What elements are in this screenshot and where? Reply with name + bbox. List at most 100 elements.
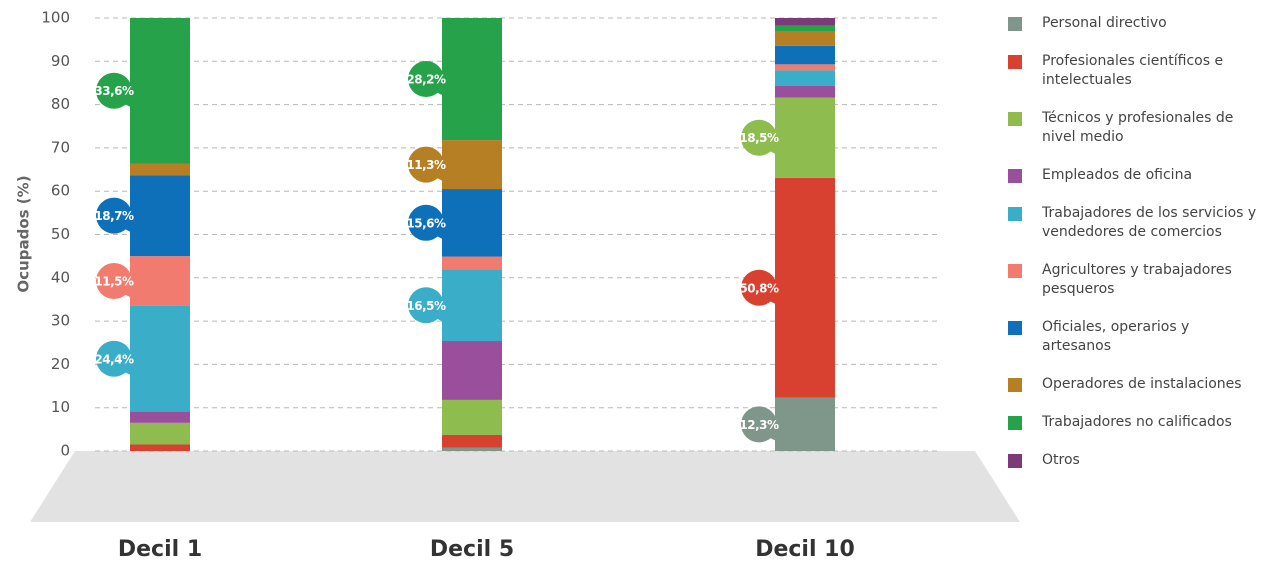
value-bubble-tail <box>122 221 134 234</box>
category-label: Decil 1 <box>118 537 202 562</box>
value-label: 12,3% <box>739 418 779 432</box>
bar-segment <box>130 163 190 176</box>
legend-swatch <box>1008 454 1022 468</box>
value-label: 24,4% <box>94 352 134 366</box>
bar-segment <box>775 25 835 31</box>
bar-segment <box>775 97 835 178</box>
legend: Personal directivo Profesionales científi… <box>1008 14 1258 489</box>
value-bubble-tail <box>767 143 779 156</box>
legend-item: Oficiales, operarios y artesanos <box>1008 318 1258 375</box>
value-label: 18,7% <box>94 209 134 223</box>
legend-item: Trabajadores de los servicios y vendedor… <box>1008 204 1258 261</box>
legend-swatch <box>1008 378 1022 392</box>
legend-item: Otros <box>1008 451 1258 489</box>
legend-swatch <box>1008 17 1022 31</box>
bar-segment <box>775 397 835 451</box>
bar-segment <box>442 447 502 451</box>
bar-segment <box>130 444 190 451</box>
legend-item: Técnicos y profesionales de nivel medio <box>1008 109 1258 166</box>
bar-segment <box>775 85 835 98</box>
y-tick-label: 0 <box>60 442 70 460</box>
category-label: Decil 5 <box>430 537 514 562</box>
value-label: 33,6% <box>94 84 134 98</box>
value-bubble <box>96 340 132 377</box>
bar-segment <box>775 70 835 86</box>
legend-swatch <box>1008 207 1022 221</box>
legend-swatch <box>1008 55 1022 69</box>
bar-segment <box>442 18 502 141</box>
value-label: 16,5% <box>406 299 446 313</box>
legend-label: Operadores de instalaciones <box>1042 376 1242 392</box>
bar-segment <box>130 411 190 423</box>
value-bubble-tail <box>122 364 134 377</box>
value-bubble <box>96 263 132 300</box>
value-bubble-tail <box>767 430 779 443</box>
bar-segment <box>775 45 835 65</box>
value-label: 18,5% <box>739 131 779 145</box>
value-bubble-tail <box>434 311 446 324</box>
legend-label: Oficiales, operarios y artesanos <box>1042 319 1190 354</box>
value-bubble <box>408 204 444 241</box>
value-bubble <box>408 146 444 183</box>
legend-item: Empleados de oficina <box>1008 166 1258 204</box>
legend-label: Trabajadores no calificados <box>1042 414 1232 430</box>
value-label: 28,2% <box>406 73 446 87</box>
legend-label: Profesionales científicos e intelectuale… <box>1042 53 1224 88</box>
y-tick-label: 80 <box>51 95 70 113</box>
legend-swatch <box>1008 321 1022 335</box>
bar-segment <box>775 177 835 398</box>
legend-item: Personal directivo <box>1008 14 1258 52</box>
y-tick-label: 90 <box>51 52 70 70</box>
bar-segment <box>130 305 190 412</box>
legend-swatch <box>1008 264 1022 278</box>
bar-segment <box>775 64 835 71</box>
legend-label: Personal directivo <box>1042 15 1167 31</box>
value-bubble <box>96 72 132 109</box>
legend-item: Trabajadores no calificados <box>1008 413 1258 451</box>
bar-segment <box>130 175 190 257</box>
y-tick-label: 70 <box>51 138 70 156</box>
bar-segment <box>130 422 190 445</box>
legend-swatch <box>1008 112 1022 126</box>
value-bubble-tail <box>434 170 446 183</box>
category-label: Decil 10 <box>755 537 855 562</box>
legend-label: Trabajadores de los servicios y vendedor… <box>1042 205 1257 240</box>
legend-item: Operadores de instalaciones <box>1008 375 1258 413</box>
bar-segment <box>775 18 835 26</box>
value-bubble-tail <box>767 293 779 306</box>
value-bubble <box>741 406 777 443</box>
bar-segment <box>130 18 190 164</box>
y-axis-title: Ocupados (%) <box>15 175 33 292</box>
y-tick-label: 60 <box>51 182 70 200</box>
value-bubble <box>741 269 777 306</box>
value-bubble <box>408 287 444 324</box>
legend-item: Profesionales científicos e intelectuale… <box>1008 52 1258 109</box>
value-bubble-tail <box>434 85 446 98</box>
legend-swatch <box>1008 416 1022 430</box>
value-bubble <box>96 197 132 234</box>
y-tick-label: 50 <box>51 225 70 243</box>
bar-segment <box>442 256 502 270</box>
y-tick-label: 30 <box>51 312 70 330</box>
value-bubble-tail <box>434 228 446 241</box>
legend-item: Agricultores y trabajadores pesqueros <box>1008 261 1258 318</box>
value-label: 11,3% <box>406 158 446 172</box>
bar-segment <box>130 256 190 306</box>
value-label: 11,5% <box>94 275 134 289</box>
bar-segment <box>442 341 502 400</box>
legend-label: Empleados de oficina <box>1042 167 1193 183</box>
floor <box>30 451 1020 522</box>
value-bubble-tail <box>122 96 134 109</box>
legend-swatch <box>1008 169 1022 183</box>
bar-segment <box>442 269 502 342</box>
legend-label: Agricultores y trabajadores pesqueros <box>1042 262 1232 297</box>
value-bubble-tail <box>122 287 134 300</box>
bar-segment <box>442 140 502 190</box>
value-bubble <box>408 61 444 98</box>
bar-segment <box>775 30 835 46</box>
value-bubble <box>741 119 777 156</box>
value-label: 15,6% <box>406 216 446 230</box>
legend-label: Otros <box>1042 452 1080 468</box>
